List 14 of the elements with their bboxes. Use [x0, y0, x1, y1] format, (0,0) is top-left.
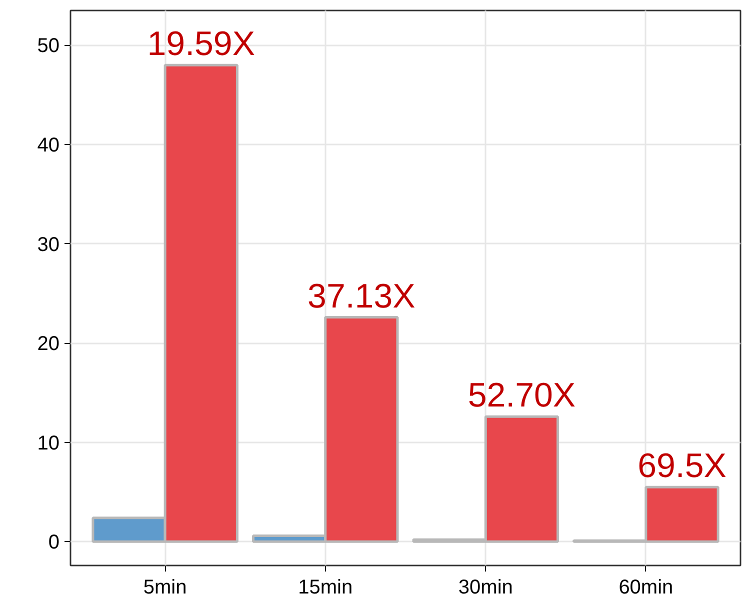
annotation: 69.5X	[638, 447, 726, 486]
annotation: 37.13X	[308, 277, 416, 316]
x-tick-label: 30min	[458, 576, 513, 598]
x-tick-label: 60min	[618, 576, 674, 598]
y-tick-label: 30	[37, 234, 60, 256]
annotation: 19.59X	[147, 25, 256, 64]
y-tick-label: 20	[37, 333, 60, 356]
y-tick-label: 50	[37, 35, 60, 58]
y-tick-label: 10	[37, 432, 60, 454]
x-tick-label: 5min	[143, 576, 187, 598]
x-tick-label: 15min	[298, 576, 353, 598]
y-tick-label: 40	[37, 134, 60, 157]
annotation: 52.70X	[468, 376, 576, 415]
y-tick-label: 0	[48, 532, 60, 554]
